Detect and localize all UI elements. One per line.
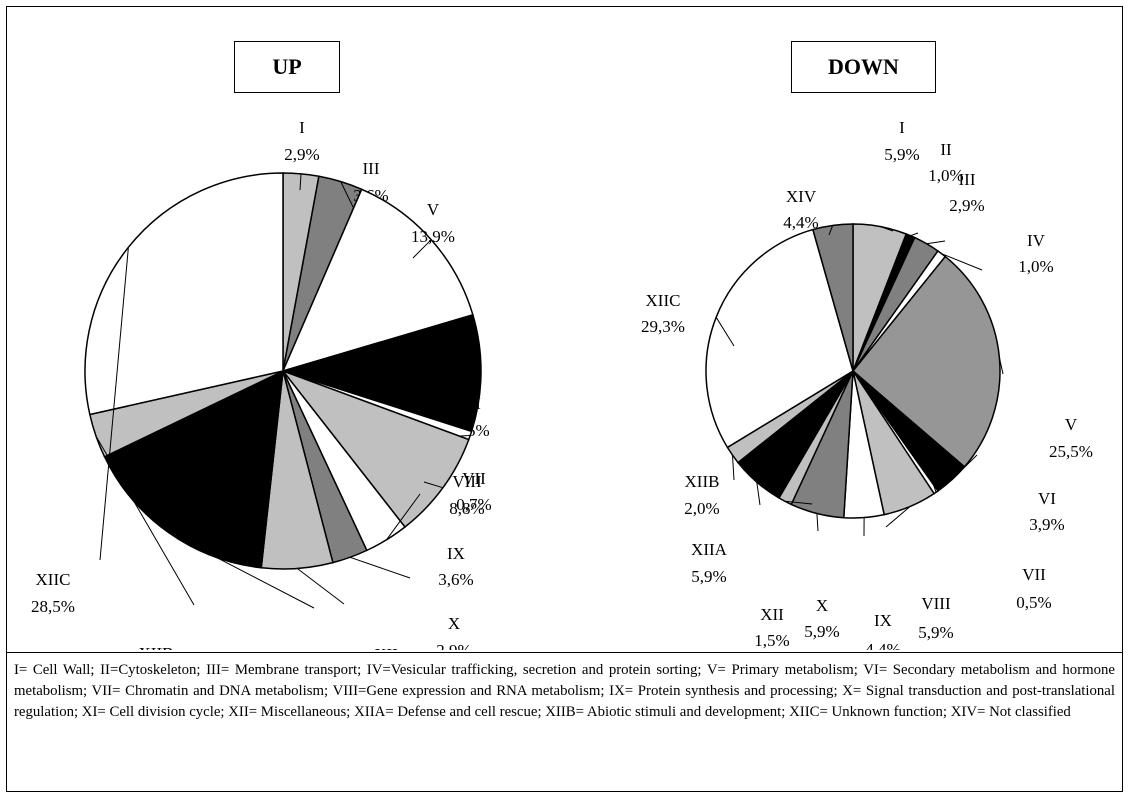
down-label-category-iv: IV — [1027, 231, 1046, 250]
down-label-category-viii: VIII — [921, 594, 951, 613]
up-chart-title: UP — [234, 41, 340, 93]
down-label-percent-vi: 3,9% — [1029, 515, 1064, 534]
up-label-category-viii: VIII — [452, 472, 482, 491]
up-label-percent-i: 2,9% — [284, 145, 319, 164]
down-label-percent-xiib: 2,0% — [684, 499, 719, 518]
down-label-category-ii: II — [940, 140, 952, 159]
up-label-category-xii: XII — [374, 645, 398, 650]
up-label-category-xiic: XIIC — [36, 570, 71, 589]
down-label-percent-iv: 1,0% — [1018, 257, 1053, 276]
down-leader-iv — [941, 253, 983, 271]
up-label-category-vii: VII — [462, 469, 486, 488]
up-label-category-iii: III — [363, 159, 380, 178]
up-leader-xiic — [99, 247, 129, 561]
down-label-category-i: I — [899, 118, 905, 137]
down-leader-vi — [951, 454, 978, 481]
up-leader-i — [299, 173, 302, 191]
down-label-category-xii: XII — [760, 605, 784, 624]
down-label-percent-iii: 2,9% — [949, 196, 984, 215]
down-leader-xiic — [715, 317, 735, 347]
down-label-category-v: V — [1065, 415, 1078, 434]
up-leader-xiib — [95, 435, 195, 606]
down-label-percent-xiv: 4,4% — [783, 213, 818, 232]
down-leader-xiia — [756, 482, 761, 506]
up-label-category-x: X — [448, 614, 460, 633]
figure-frame — [6, 6, 1123, 792]
down-label-percent-vii: 0,5% — [1016, 593, 1051, 612]
down-label-percent-ii: 1,0% — [928, 166, 963, 185]
up-leader-vi — [444, 372, 482, 405]
up-slice-xiic — [84, 172, 284, 416]
down-label-percent-i: 5,9% — [884, 145, 919, 164]
up-leader-xiia — [168, 532, 315, 609]
up-label-percent-viii: 8,8% — [449, 499, 484, 518]
down-leader-xiib — [732, 455, 735, 481]
down-leader-xiv — [828, 225, 834, 236]
down-leader-vii — [929, 473, 937, 493]
down-leader-viii — [885, 506, 911, 528]
down-leader-xii — [784, 500, 813, 505]
down-label-category-vi: VI — [1038, 489, 1056, 508]
down-label-category-ix: IX — [874, 611, 892, 630]
up-leader-v — [412, 239, 432, 259]
down-label-category-vii: VII — [1022, 565, 1046, 584]
down-label-percent-xiia: 5,9% — [691, 567, 726, 586]
down-label-category-xiib: XIIB — [685, 472, 720, 491]
up-pie-chart: I2,9%III3,6%V13,9%VI9,5%VII0,7%VIII8,8%I… — [31, 118, 492, 650]
down-leader-iii — [926, 240, 946, 245]
up-label-percent-v: 13,9% — [411, 227, 455, 246]
up-leader-viii — [423, 481, 444, 489]
category-legend: I= Cell Wall; II=Cytoskeleton; III= Memb… — [14, 662, 1115, 720]
down-label-percent-viii: 5,9% — [918, 623, 953, 642]
down-label-percent-v: 25,5% — [1049, 442, 1093, 461]
down-leader-v — [998, 357, 1004, 375]
down-leader-i — [879, 226, 894, 232]
down-label-category-xiia: XIIA — [691, 540, 728, 559]
legend-divider — [6, 652, 1123, 653]
up-label-category-ix: IX — [447, 544, 465, 563]
up-label-percent-x: 2,9% — [436, 641, 471, 650]
up-leader-x — [349, 556, 411, 579]
pie-charts: I2,9%III3,6%V13,9%VI9,5%VII0,7%VIII8,8%I… — [31, 118, 1093, 650]
down-label-percent-x: 5,9% — [804, 622, 839, 641]
down-leader-ii — [910, 232, 919, 237]
up-label-category-xiib: XIIB — [139, 644, 174, 650]
down-label-category-iii: III — [959, 170, 976, 189]
down-leader-x — [816, 513, 819, 532]
down-label-category-xiic: XIIC — [646, 291, 681, 310]
down-pie-chart: I5,9% II1,0%III2,9%IV1,0%V25,5%VI3,9%VII0… — [641, 118, 1093, 650]
up-label-percent-ix: 3,6% — [438, 570, 473, 589]
down-label-percent-xiic: 29,3% — [641, 317, 685, 336]
up-leader-ix — [386, 493, 421, 541]
up-label-percent-vii: 0,7% — [456, 495, 491, 514]
up-label-percent-xiic: 28,5% — [31, 597, 75, 616]
down-label-category-xiv: XIV — [786, 187, 817, 206]
up-label-category-v: V — [427, 200, 440, 219]
up-leader-xii — [296, 568, 345, 605]
up-label-category-vi: VI — [463, 394, 481, 413]
up-slice-viii — [280, 369, 470, 529]
down-label-category-x: X — [816, 596, 828, 615]
down-label-percent-xii: 1,5% — [754, 631, 789, 650]
up-leader-iii — [340, 181, 356, 212]
down-label-percent-ix: 4,4% — [865, 640, 900, 650]
up-label-category-i: I — [299, 118, 305, 137]
down-chart-title: DOWN — [791, 41, 936, 93]
